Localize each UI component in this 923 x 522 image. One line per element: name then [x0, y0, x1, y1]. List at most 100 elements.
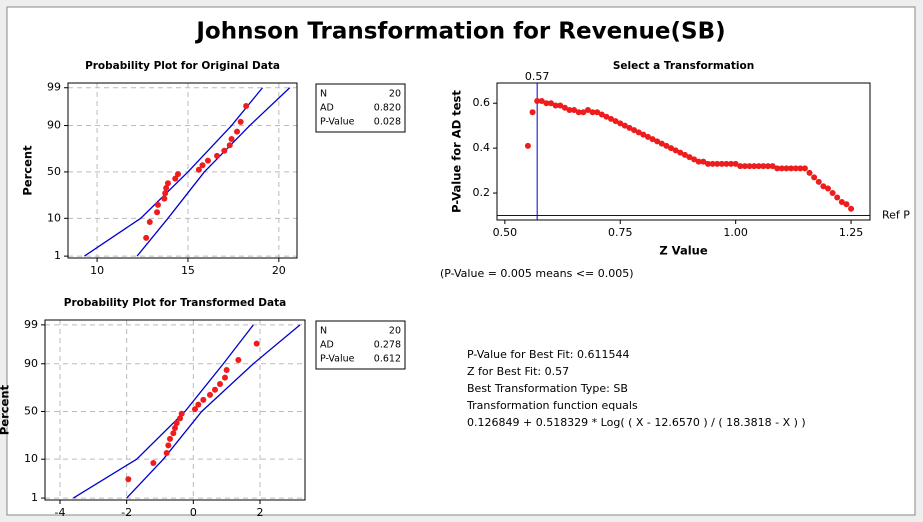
data-point — [575, 109, 582, 116]
confidence-band — [72, 324, 254, 499]
reference-label: Ref P — [882, 209, 910, 222]
data-point — [174, 171, 181, 178]
y-tick-label: 10 — [47, 211, 61, 224]
y-axis-label: P-Value for AD test — [450, 90, 464, 213]
data-point — [237, 118, 244, 125]
data-point — [178, 410, 185, 417]
data-point — [243, 103, 250, 110]
data-point — [755, 163, 762, 170]
x-tick-label: 1.00 — [723, 226, 748, 239]
data-point — [801, 165, 808, 172]
note: (P-Value = 0.005 means <= 0.005) — [440, 267, 634, 280]
data-point — [150, 459, 157, 466]
y-tick-label: 1 — [31, 491, 38, 504]
data-point — [848, 205, 855, 212]
stat-value: 20 — [389, 326, 401, 337]
data-point — [741, 163, 748, 170]
data-point — [621, 122, 628, 129]
note: Best Transformation Type: SB — [467, 382, 628, 395]
data-point — [824, 185, 831, 192]
data-point — [228, 135, 235, 142]
data-point — [548, 100, 555, 107]
data-point — [617, 120, 624, 127]
data-point — [204, 157, 211, 164]
y-axis-label: Percent — [0, 384, 12, 435]
data-point — [222, 374, 228, 381]
data-point — [681, 151, 688, 158]
data-point — [212, 386, 218, 393]
data-point — [820, 183, 827, 190]
x-tick-label: 10 — [90, 264, 104, 277]
data-point — [603, 113, 610, 120]
data-point — [192, 406, 198, 413]
plot-border — [496, 82, 871, 221]
data-point — [695, 158, 702, 165]
note: Z for Best Fit: 0.57 — [467, 365, 569, 378]
data-point — [172, 425, 178, 432]
y-axis-label: Percent — [21, 145, 35, 196]
data-point — [253, 340, 260, 347]
y-tick-label: 0.6 — [473, 96, 491, 109]
data-point — [172, 175, 179, 182]
page-title: Johnson Transformation for Revenue(SB) — [194, 19, 725, 45]
x-tick-label: 20 — [272, 264, 286, 277]
data-point — [723, 160, 730, 167]
stat-label: P-Value — [320, 354, 355, 365]
stat-label: AD — [320, 103, 334, 114]
plot-border — [44, 319, 306, 501]
data-point — [691, 156, 698, 163]
data-point — [700, 158, 707, 165]
data-point — [143, 234, 150, 241]
y-tick-label: 50 — [24, 404, 38, 417]
data-point — [806, 169, 813, 176]
data-point — [125, 476, 132, 483]
data-point — [557, 102, 564, 109]
y-tick-label: 90 — [47, 119, 61, 132]
y-tick-label: 10 — [24, 452, 38, 465]
x-tick-label: 0.50 — [493, 226, 518, 239]
stat-value: 0.028 — [374, 117, 401, 128]
data-point — [746, 163, 753, 170]
data-point — [709, 160, 716, 167]
data-point — [234, 128, 241, 135]
data-point — [167, 435, 173, 442]
data-point — [221, 147, 228, 154]
data-point — [764, 163, 771, 170]
stat-label: P-Value — [320, 117, 355, 128]
data-point — [173, 420, 180, 427]
data-point — [552, 102, 559, 109]
data-point — [608, 115, 615, 122]
note: P-Value for Best Fit: 0.611544 — [467, 348, 629, 361]
data-point — [718, 160, 725, 167]
data-point — [170, 430, 177, 437]
data-point — [677, 149, 684, 156]
data-point — [732, 160, 739, 167]
stats-box — [315, 83, 406, 133]
data-point — [235, 356, 242, 363]
x-tick-label: -4 — [55, 506, 66, 519]
x-tick-label: 0.75 — [608, 226, 633, 239]
data-point — [195, 166, 202, 173]
data-point — [161, 195, 168, 202]
data-point — [714, 160, 721, 167]
data-point — [751, 163, 758, 170]
frame — [6, 6, 916, 516]
data-point — [163, 449, 170, 456]
data-point — [165, 442, 172, 449]
data-point — [529, 109, 536, 116]
y-tick-label: 90 — [24, 357, 38, 370]
y-tick-label: 99 — [24, 318, 38, 331]
stat-label: AD — [320, 340, 334, 351]
data-point — [760, 163, 767, 170]
x-tick-label: 1.25 — [839, 226, 864, 239]
data-point — [797, 165, 804, 172]
data-point — [199, 162, 206, 169]
x-axis-label: Z Value — [659, 244, 708, 258]
data-point — [834, 194, 841, 201]
data-point — [580, 109, 587, 116]
y-tick-label: 99 — [47, 81, 61, 94]
data-point — [598, 111, 605, 118]
data-point — [200, 396, 207, 403]
stat-value: 0.612 — [374, 354, 401, 365]
